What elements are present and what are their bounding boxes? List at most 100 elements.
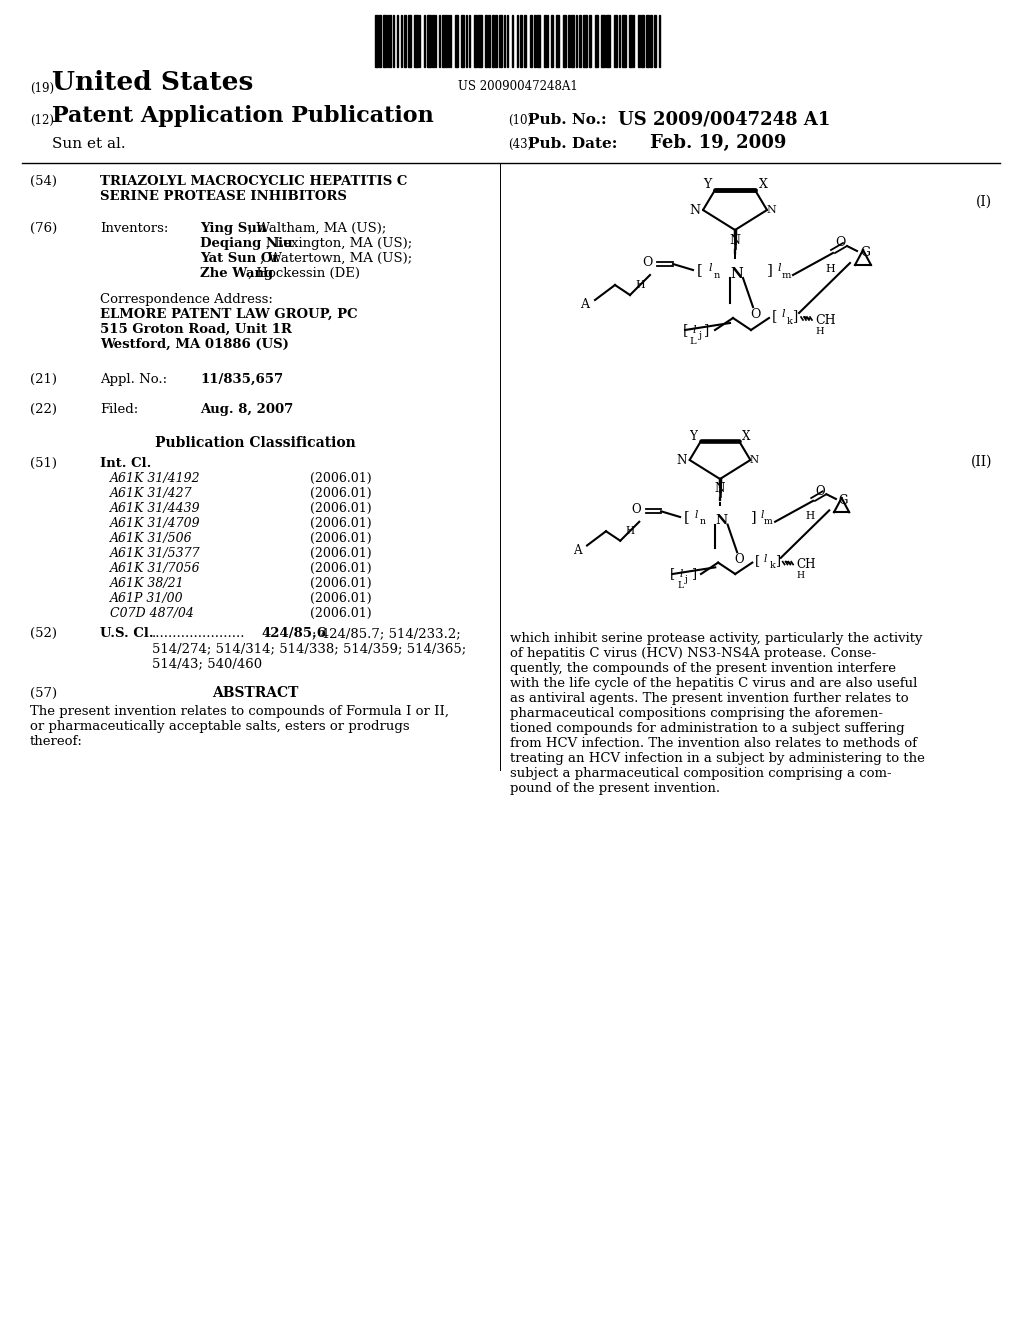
Text: tioned compounds for administration to a subject suffering: tioned compounds for administration to a… <box>510 722 904 735</box>
Text: Zhe Wang: Zhe Wang <box>200 267 273 280</box>
Text: Filed:: Filed: <box>100 403 138 416</box>
Bar <box>556 15 559 67</box>
Text: subject a pharmaceutical composition comprising a com-: subject a pharmaceutical composition com… <box>510 767 892 780</box>
Text: Patent Application Publication: Patent Application Publication <box>52 106 434 127</box>
Text: (2006.01): (2006.01) <box>310 546 372 560</box>
Text: [: [ <box>697 263 702 277</box>
Text: US 20090047248A1: US 20090047248A1 <box>458 81 578 92</box>
Text: X: X <box>759 178 767 191</box>
Text: X: X <box>742 430 751 442</box>
Bar <box>488 15 490 67</box>
Bar <box>595 15 598 67</box>
Text: (10): (10) <box>508 114 532 127</box>
Bar <box>408 15 411 67</box>
Text: H: H <box>797 572 805 581</box>
Text: (22): (22) <box>30 403 57 416</box>
Text: (2006.01): (2006.01) <box>310 487 372 500</box>
Text: l: l <box>709 263 712 273</box>
Text: (51): (51) <box>30 457 57 470</box>
Text: j: j <box>698 331 701 341</box>
Text: N: N <box>716 515 728 527</box>
Bar <box>442 15 444 67</box>
Text: Yat Sun Or: Yat Sun Or <box>200 252 280 265</box>
Text: 515 Groton Road, Unit 1R: 515 Groton Road, Unit 1R <box>100 323 292 337</box>
Bar <box>414 15 418 67</box>
Text: H: H <box>825 264 835 275</box>
Bar <box>583 15 587 67</box>
Bar <box>614 15 617 67</box>
Text: (43): (43) <box>508 139 532 150</box>
Text: A: A <box>581 298 590 312</box>
Bar <box>455 15 458 67</box>
Text: H: H <box>626 527 634 536</box>
Bar <box>563 15 566 67</box>
Text: Ying Sun: Ying Sun <box>200 222 266 235</box>
Text: [: [ <box>670 568 675 581</box>
Bar <box>389 15 391 67</box>
Text: from HCV infection. The invention also relates to methods of: from HCV infection. The invention also r… <box>510 737 918 750</box>
Text: , Lexington, MA (US);: , Lexington, MA (US); <box>266 238 413 249</box>
Text: O: O <box>815 484 824 498</box>
Text: ]: ] <box>705 323 710 337</box>
Text: ]: ] <box>775 554 780 568</box>
Text: N: N <box>715 482 725 495</box>
Text: ......................: ...................... <box>152 627 246 640</box>
Bar <box>530 15 532 67</box>
Text: A61K 31/4439: A61K 31/4439 <box>110 502 201 515</box>
Text: Sun et al.: Sun et al. <box>52 137 126 150</box>
Bar <box>646 15 649 67</box>
Text: (12): (12) <box>30 114 54 127</box>
Text: Feb. 19, 2009: Feb. 19, 2009 <box>650 135 786 152</box>
Text: (2006.01): (2006.01) <box>310 607 372 620</box>
Text: 514/274; 514/314; 514/338; 514/359; 514/365;: 514/274; 514/314; 514/338; 514/359; 514/… <box>152 642 466 655</box>
Text: m: m <box>781 271 791 280</box>
Bar <box>499 15 502 67</box>
Text: of hepatitis C virus (HCV) NS3-NS4A protease. Conse-: of hepatitis C virus (HCV) NS3-NS4A prot… <box>510 647 877 660</box>
Text: L: L <box>677 581 683 590</box>
Text: m: m <box>764 517 773 527</box>
Text: (21): (21) <box>30 374 57 385</box>
Text: (2006.01): (2006.01) <box>310 562 372 576</box>
Text: (2006.01): (2006.01) <box>310 577 372 590</box>
Text: [: [ <box>684 510 689 524</box>
Bar <box>537 15 540 67</box>
Bar <box>375 15 378 67</box>
Text: Aug. 8, 2007: Aug. 8, 2007 <box>200 403 293 416</box>
Bar <box>579 15 581 67</box>
Text: A61K 31/4709: A61K 31/4709 <box>110 517 201 531</box>
Text: SERINE PROTEASE INHIBITORS: SERINE PROTEASE INHIBITORS <box>100 190 347 203</box>
Text: A61K 38/21: A61K 38/21 <box>110 577 184 590</box>
Text: (19): (19) <box>30 82 54 95</box>
Text: Pub. No.:: Pub. No.: <box>528 114 606 127</box>
Text: (57): (57) <box>30 686 57 700</box>
Text: pharmaceutical compositions comprising the aforemen-: pharmaceutical compositions comprising t… <box>510 708 883 719</box>
Text: , Hockessin (DE): , Hockessin (DE) <box>248 267 360 280</box>
Text: Inventors:: Inventors: <box>100 222 168 235</box>
Text: k: k <box>787 317 793 326</box>
Text: l: l <box>760 510 764 520</box>
Text: ]: ] <box>767 263 773 277</box>
Text: The present invention relates to compounds of Formula I or II,: The present invention relates to compoun… <box>30 705 449 718</box>
Text: L: L <box>690 338 696 346</box>
Text: N: N <box>729 234 740 247</box>
Text: treating an HCV infection in a subject by administering to the: treating an HCV infection in a subject b… <box>510 752 925 766</box>
Bar <box>568 15 570 67</box>
Text: CH: CH <box>815 314 836 326</box>
Bar <box>544 15 546 67</box>
Text: A: A <box>573 544 582 557</box>
Text: 11/835,657: 11/835,657 <box>200 374 283 385</box>
Text: which inhibit serine protease activity, particularly the activity: which inhibit serine protease activity, … <box>510 632 923 645</box>
Text: 424/85.6: 424/85.6 <box>262 627 327 640</box>
Bar <box>478 15 482 67</box>
Bar <box>445 15 447 67</box>
Text: , Watertown, MA (US);: , Watertown, MA (US); <box>260 252 413 265</box>
Bar <box>474 15 477 67</box>
Text: Int. Cl.: Int. Cl. <box>100 457 152 470</box>
Text: k: k <box>769 561 775 570</box>
Text: A61P 31/00: A61P 31/00 <box>110 591 183 605</box>
Text: N: N <box>750 455 759 465</box>
Text: (54): (54) <box>30 176 57 187</box>
Text: O: O <box>642 256 652 268</box>
Text: Publication Classification: Publication Classification <box>155 436 355 450</box>
Text: pound of the present invention.: pound of the present invention. <box>510 781 720 795</box>
